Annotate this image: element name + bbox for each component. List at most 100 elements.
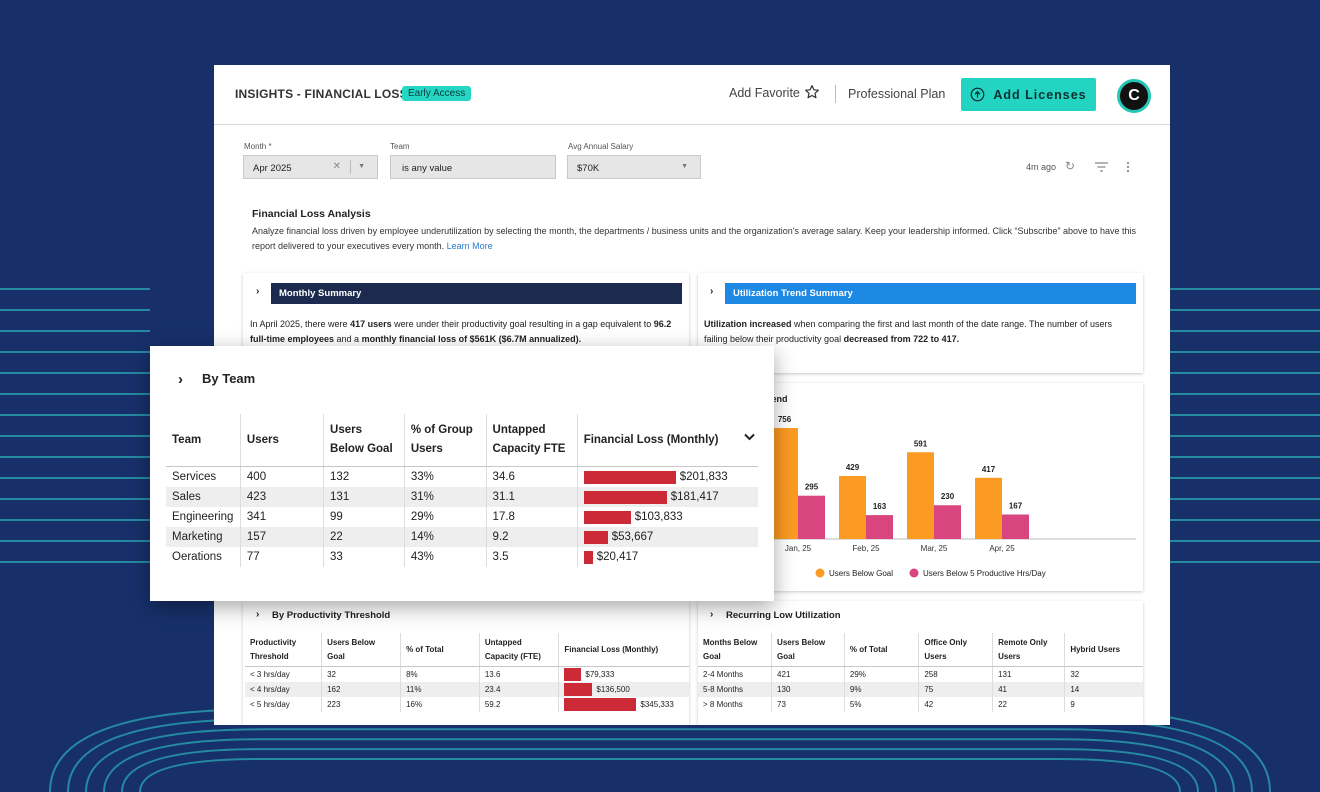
threshold-cell: < 4 hrs/day [245,682,322,697]
percent-cell: 29% [403,507,487,527]
team-label: Team [390,142,410,151]
recurring-table: Months Below Goal Users Below Goal% of To… [698,633,1143,712]
column-header[interactable]: Team [166,414,241,467]
fte-cell: 59.2 [478,697,559,712]
top-bar: INSIGHTS - FINANCIAL LOSS Early Access A… [214,65,1170,125]
team-value: is any value [402,163,453,174]
months-cell: 5-8 Months [698,682,772,697]
chevron-down-icon[interactable]: ▼ [681,163,688,170]
team-cell: Sales [166,487,241,507]
financial-loss-value: $20,417 [596,551,639,563]
table-row[interactable]: > 8 Months 73 5% 42 22 9 [698,697,1143,712]
column-header[interactable]: % of Total [400,633,480,667]
star-icon[interactable] [804,84,820,100]
team-cell: Engineering [172,511,234,523]
bar-users-below-goal [975,477,1002,539]
users-cell: 157 [239,527,324,547]
chevron-right-icon[interactable]: › [178,371,183,388]
table-row[interactable]: Engineering 341 99 29% 17.8 $103,833 [166,507,758,527]
table-row[interactable]: Oerations 77 33 43% 3.5 $20,417 [166,547,758,567]
office-only-cell: 258 [918,666,993,682]
column-header[interactable]: Remote Only Users [992,633,1065,667]
refresh-icon[interactable]: ↻ [1065,159,1076,173]
select-divider [350,160,351,174]
table-row[interactable]: < 5 hrs/day 223 16% 59.2 $345,333 [245,697,689,712]
data-label: 163 [873,502,887,511]
financial-loss-bar [564,668,582,681]
column-header[interactable]: Financial Loss (Monthly) [576,414,758,467]
column-header[interactable]: Users [239,414,324,467]
table-row[interactable]: Sales 423 131 31% 31.1 $181,417 [166,487,758,507]
column-header[interactable]: Users Below Goal [323,414,405,467]
by-team-panel: › By Team Team Users Users Below Goal% of … [150,346,774,601]
users-below-goal-cell: 223 [321,697,401,712]
financial-loss-bar [583,490,667,504]
table-row[interactable]: Services 400 132 33% 34.6 $201,833 [166,466,758,487]
filter-icon[interactable] [1095,162,1108,172]
percent-cell: 29% [843,666,919,682]
column-header[interactable]: % of Group Users [403,414,487,467]
financial-loss-cell: $103,833 [576,507,758,527]
column-header[interactable]: Office Only Users [918,633,993,667]
financial-loss-cell: $79,333 [558,666,689,682]
data-label: 417 [982,465,996,474]
summary-highlight: decreased from 722 to 417. [843,334,960,344]
salary-select[interactable]: $70K ▼ [567,155,701,179]
utilization-summary-header[interactable]: Utilization Trend Summary [725,283,1136,304]
data-label: 167 [1009,501,1023,510]
description-title: Financial Loss Analysis [252,208,371,220]
productivity-threshold-title: By Productivity Threshold [272,610,391,621]
add-licenses-button[interactable]: Add Licenses [961,78,1096,111]
column-header[interactable]: Months Below Goal [698,633,772,667]
chevron-right-icon[interactable]: › [256,286,260,297]
financial-loss-value: $345,333 [640,700,674,709]
table-row[interactable]: 2-4 Months 421 29% 258 131 32 [698,666,1143,682]
financial-loss-bar [564,683,593,696]
summary-highlight: 417 users [350,319,392,329]
summary-text-part: In April 2025, there were [250,319,351,329]
chevron-right-icon[interactable]: › [710,286,714,297]
data-label: 591 [914,439,928,448]
recurring-title: Recurring Low Utilization [726,610,841,621]
bar-users-below-goal [839,476,866,539]
chevron-right-icon[interactable]: › [256,609,260,620]
legend-marker [815,568,825,578]
chevron-down-icon[interactable] [744,433,755,441]
column-header[interactable]: Productivity Threshold [245,633,322,667]
monthly-summary-header[interactable]: Monthly Summary [271,283,682,304]
table-row[interactable]: < 4 hrs/day 162 11% 23.4 $136,500 [245,682,689,697]
hybrid-cell: 14 [1064,682,1143,697]
x-tick-label: Apr, 25 [989,544,1015,553]
clear-icon[interactable]: ✕ [332,161,341,172]
fte-cell: 13.6 [478,666,559,682]
fte-cell: 3.5 [485,547,578,567]
column-header[interactable]: Users Below Goal [771,633,845,667]
chevron-right-icon[interactable]: › [710,609,714,620]
team-cell: Oerations [172,551,222,563]
column-header[interactable]: Untapped Capacity FTE [485,414,578,467]
financial-loss-cell: $181,417 [576,487,758,507]
column-header[interactable]: Untapped Capacity (FTE) [478,633,559,667]
learn-more-link[interactable]: Learn More [446,241,493,251]
financial-loss-cell: $201,833 [576,466,758,487]
team-select[interactable]: is any value [390,155,556,179]
table-row[interactable]: < 3 hrs/day 32 8% 13.6 $79,333 [245,666,689,682]
users-below-goal-cell: 162 [321,682,401,697]
users-below-goal-cell: 99 [323,507,405,527]
more-vert-icon[interactable] [1126,161,1130,173]
add-favorite-link[interactable]: Add Favorite [729,86,800,100]
column-header[interactable]: % of Total [843,633,919,667]
column-header[interactable]: Financial Loss (Monthly) [558,633,689,667]
summary-highlight: 96.2 full-time employees [250,319,672,344]
month-select[interactable]: Apr 2025 ✕ ▼ [243,155,378,179]
table-row[interactable]: Marketing 157 22 14% 9.2 $53,667 [166,527,758,547]
table-row[interactable]: 5-8 Months 130 9% 75 41 14 [698,682,1143,697]
threshold-cell: < 5 hrs/day [250,700,290,709]
data-label: 756 [778,415,792,424]
salary-label: Avg Annual Salary [568,142,634,151]
chevron-down-icon[interactable]: ▼ [358,163,365,170]
users-cell: 423 [239,487,324,507]
avatar[interactable]: C [1117,79,1151,113]
column-header[interactable]: Users Below Goal [321,633,401,667]
column-header[interactable]: Hybrid Users [1064,633,1143,667]
